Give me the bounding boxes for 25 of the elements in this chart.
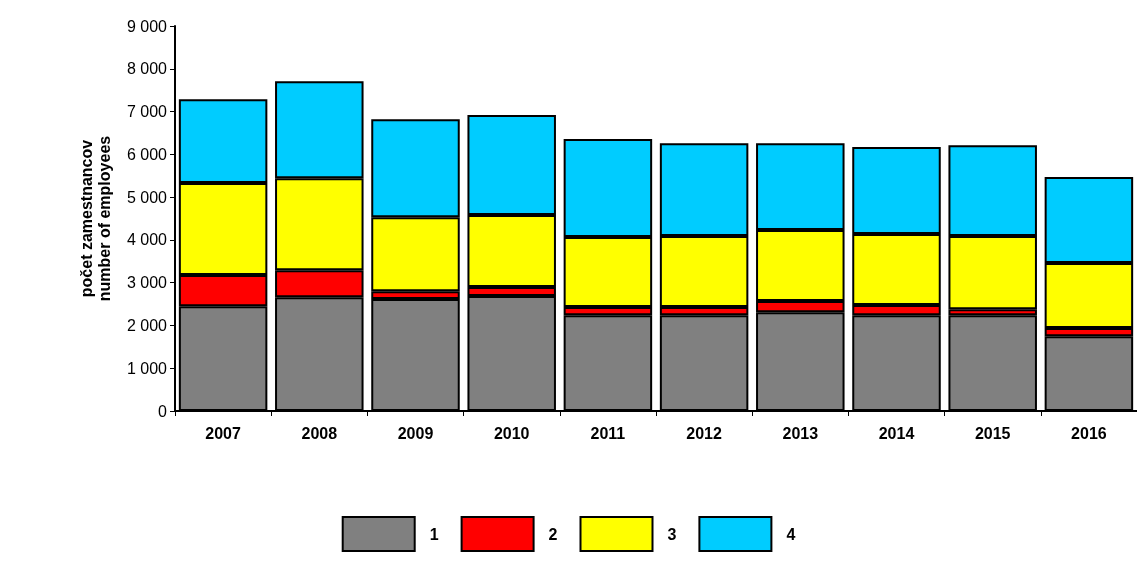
x-tick-label: 2016 [1071,424,1107,442]
y-tick-label: 2 000 [126,316,168,334]
y-tick-label: 3 000 [126,274,168,292]
x-tick-label: 2011 [590,424,626,442]
legend-label: 4 [786,525,796,543]
y-tick-label: 9 000 [126,17,168,35]
x-tick-label: 2015 [974,424,1011,442]
y-tick-label: 8 000 [126,60,168,78]
x-tick-label: 2013 [782,424,819,442]
x-tick-label: 2012 [686,424,722,442]
x-tick-label: 2010 [493,424,530,442]
y-tick-label: 5 000 [126,188,168,206]
legend-label: 2 [548,525,558,543]
legend-label: 1 [429,525,439,543]
y-axis-title: počet zamestnancov number of employees [77,135,113,302]
y-tick-label: 0 [158,402,168,420]
y-tick-label: 6 000 [126,145,168,163]
x-tick-label: 2008 [301,424,338,442]
y-tick-label: 4 000 [126,231,168,249]
y-tick-label: 1 000 [126,359,168,377]
legend-label: 3 [667,525,677,543]
x-tick-label: 2009 [397,424,434,442]
x-tick-label: 2007 [205,424,241,442]
x-tick-label: 2014 [878,424,915,442]
y-tick-label: 7 000 [126,103,168,121]
